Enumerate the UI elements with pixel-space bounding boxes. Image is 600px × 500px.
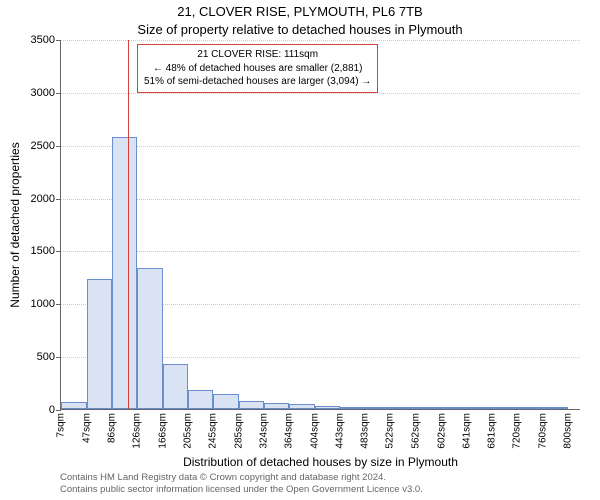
x-tick-label: 324sqm: [258, 409, 269, 449]
x-tick-label: 86sqm: [106, 409, 117, 443]
histogram-bar: [61, 402, 87, 409]
x-tick-label: 404sqm: [309, 409, 320, 449]
y-tick-label: 1500: [31, 245, 55, 257]
footer-line1: Contains HM Land Registry data © Crown c…: [60, 472, 423, 484]
y-tick: [56, 199, 61, 200]
x-tick-label: 7sqm: [56, 409, 67, 437]
chart-container: 21, CLOVER RISE, PLYMOUTH, PL6 7TB Size …: [0, 0, 600, 500]
footer-attribution: Contains HM Land Registry data © Crown c…: [60, 472, 423, 496]
y-tick-label: 500: [37, 351, 55, 363]
x-tick-label: 800sqm: [563, 409, 574, 449]
x-tick-label: 522sqm: [385, 409, 396, 449]
gridline: [61, 93, 580, 94]
y-tick-label: 1000: [31, 298, 55, 310]
x-tick-label: 602sqm: [436, 409, 447, 449]
y-tick-label: 2500: [31, 140, 55, 152]
y-tick: [56, 146, 61, 147]
x-axis-label: Distribution of detached houses by size …: [61, 455, 580, 469]
chart-title-line2: Size of property relative to detached ho…: [0, 22, 600, 37]
histogram-bar: [188, 390, 214, 409]
y-tick: [56, 357, 61, 358]
plot-area: Number of detached properties Distributi…: [60, 40, 580, 410]
gridline: [61, 199, 580, 200]
footer-line2: Contains public sector information licen…: [60, 484, 423, 496]
x-tick-label: 641sqm: [461, 409, 472, 449]
y-tick: [56, 251, 61, 252]
reference-line: [128, 40, 129, 409]
annotation-line: 21 CLOVER RISE: 111sqm: [144, 48, 371, 62]
x-tick-label: 364sqm: [284, 409, 295, 449]
x-tick-label: 47sqm: [81, 409, 92, 443]
x-tick-label: 681sqm: [487, 409, 498, 449]
gridline: [61, 251, 580, 252]
histogram-bar: [137, 268, 163, 409]
histogram-bar: [163, 364, 188, 409]
gridline: [61, 146, 580, 147]
x-tick-label: 205sqm: [182, 409, 193, 449]
x-tick-label: 285sqm: [233, 409, 244, 449]
x-tick-label: 166sqm: [157, 409, 168, 449]
y-tick: [56, 40, 61, 41]
histogram-bar: [112, 137, 138, 409]
y-tick-label: 3500: [31, 34, 55, 46]
histogram-bar: [239, 401, 264, 409]
y-tick-label: 3000: [31, 87, 55, 99]
x-tick-label: 443sqm: [334, 409, 345, 449]
annotation-line: ← 48% of detached houses are smaller (2,…: [144, 62, 371, 76]
y-tick: [56, 304, 61, 305]
x-tick-label: 562sqm: [410, 409, 421, 449]
gridline: [61, 40, 580, 41]
x-tick-label: 245sqm: [208, 409, 219, 449]
x-tick-label: 760sqm: [537, 409, 548, 449]
chart-title-line1: 21, CLOVER RISE, PLYMOUTH, PL6 7TB: [0, 4, 600, 19]
x-tick-label: 720sqm: [512, 409, 523, 449]
y-tick: [56, 93, 61, 94]
x-tick-label: 483sqm: [360, 409, 371, 449]
annotation-line: 51% of semi-detached houses are larger (…: [144, 75, 371, 89]
y-tick-label: 0: [49, 404, 55, 416]
y-tick-label: 2000: [31, 193, 55, 205]
histogram-bar: [213, 394, 239, 409]
annotation-box: 21 CLOVER RISE: 111sqm← 48% of detached …: [137, 44, 378, 93]
histogram-bar: [87, 279, 112, 409]
x-tick-label: 126sqm: [132, 409, 143, 449]
y-axis-label: Number of detached properties: [8, 142, 22, 307]
